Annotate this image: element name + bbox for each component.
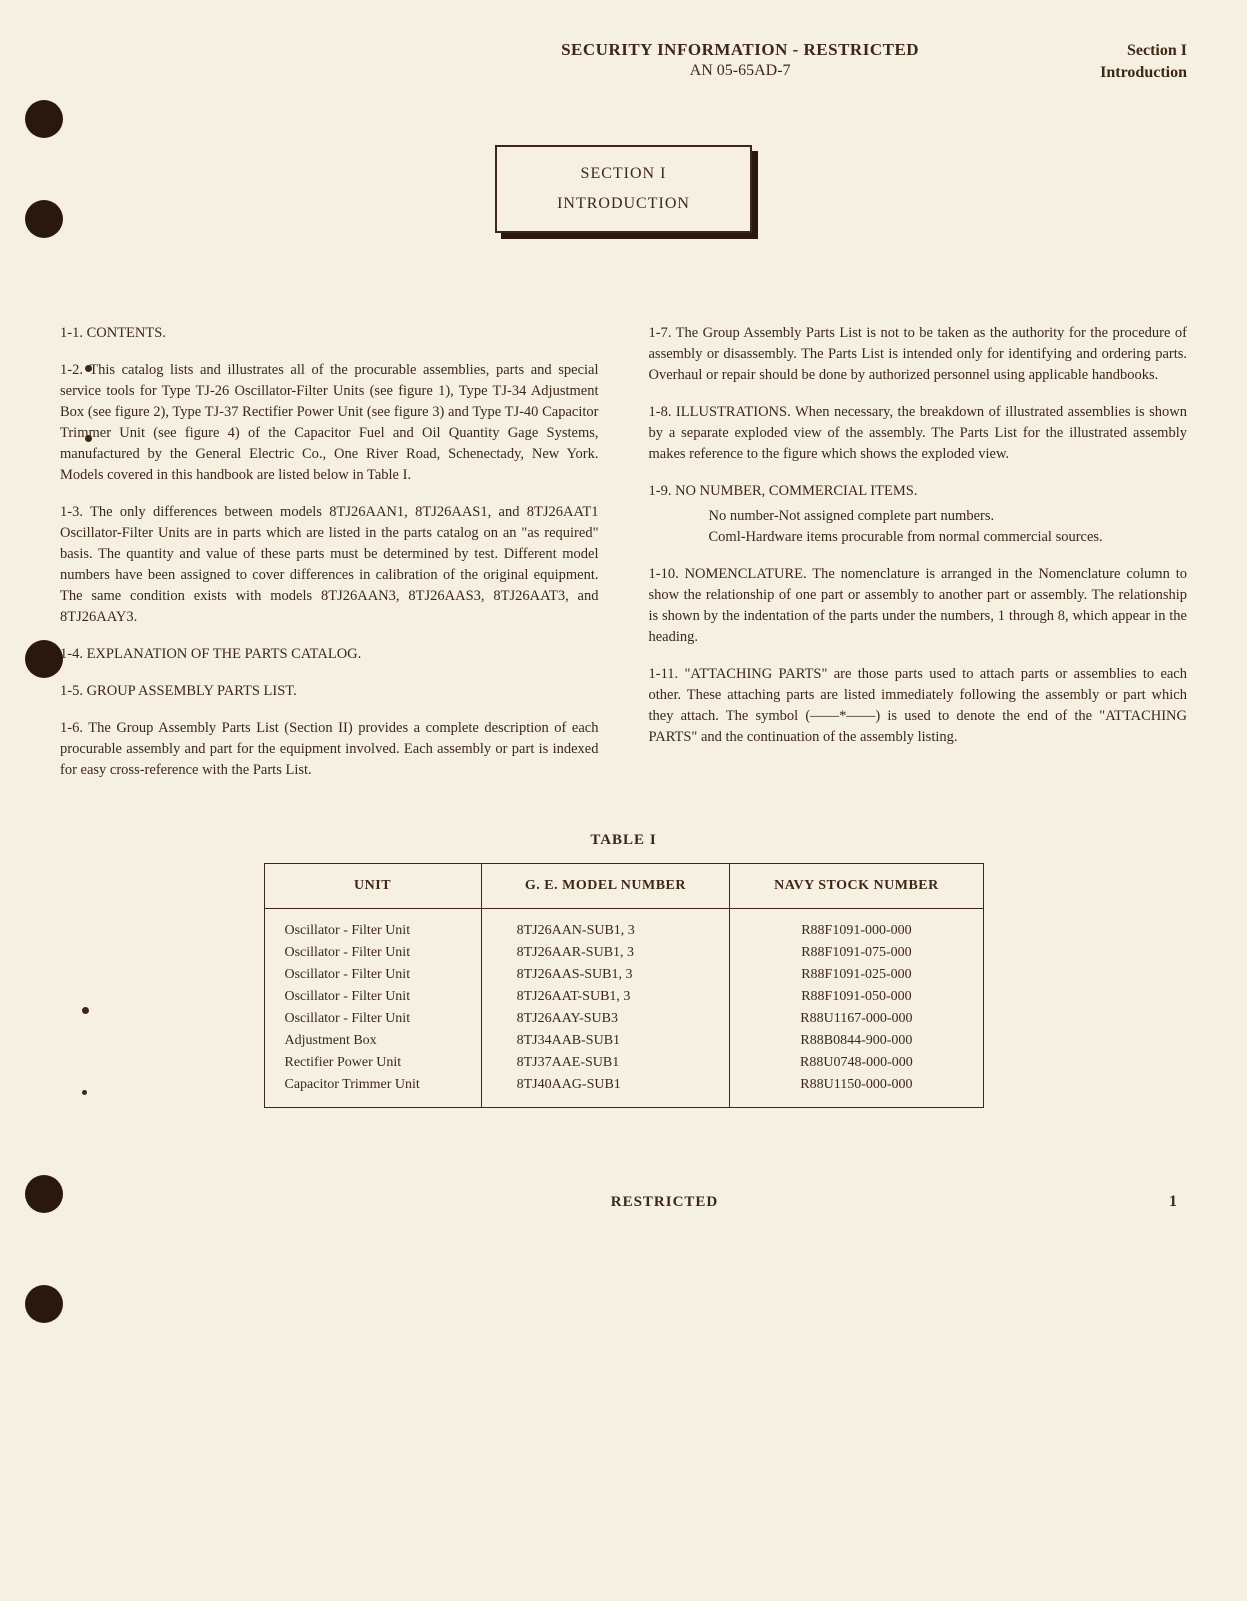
paragraph-1-6: 1-6. The Group Assembly Parts List (Sect… <box>60 718 599 781</box>
paragraph-1-4: 1-4. EXPLANATION OF THE PARTS CATALOG. <box>60 644 599 665</box>
dot-marker-icon <box>82 1007 89 1014</box>
table-cell: R88F1091-000-000 <box>730 909 983 943</box>
table-cell: Adjustment Box <box>264 1030 481 1052</box>
table-cell: Oscillator - Filter Unit <box>264 986 481 1008</box>
table-row: Oscillator - Filter Unit 8TJ26AAT-SUB1, … <box>264 986 983 1008</box>
left-column: 1-1. CONTENTS. 1-2. This catalog lists a… <box>60 323 599 797</box>
table-cell: Oscillator - Filter Unit <box>264 942 481 964</box>
table-cell: R88F1091-075-000 <box>730 942 983 964</box>
page-number: 1 <box>1169 1193 1177 1211</box>
document-header: SECURITY INFORMATION - RESTRICTED AN 05-… <box>60 40 1187 85</box>
right-column: 1-7. The Group Assembly Parts List is no… <box>649 323 1188 797</box>
table-cell: 8TJ26AAT-SUB1, 3 <box>481 986 730 1008</box>
document-footer: RESTRICTED 1 <box>60 1193 1187 1211</box>
table-cell: R88F1091-025-000 <box>730 964 983 986</box>
security-banner: SECURITY INFORMATION - RESTRICTED <box>380 40 1100 60</box>
section-name: Introduction <box>1100 62 1187 84</box>
paragraph-1-1: 1-1. CONTENTS. <box>60 323 599 344</box>
table-cell: Oscillator - Filter Unit <box>264 964 481 986</box>
footer-classification: RESTRICTED <box>160 1194 1169 1211</box>
table-cell: 8TJ37AAE-SUB1 <box>481 1052 730 1074</box>
table-cell: Rectifier Power Unit <box>264 1052 481 1074</box>
punch-hole-icon <box>25 640 63 678</box>
section-title-box: SECTION I INTRODUCTION <box>495 145 752 233</box>
paragraph-1-11: 1-11. "ATTACHING PARTS" are those parts … <box>649 664 1188 748</box>
dot-marker-icon <box>85 435 92 442</box>
table-cell: R88U0748-000-000 <box>730 1052 983 1074</box>
content-columns: 1-1. CONTENTS. 1-2. This catalog lists a… <box>60 323 1187 797</box>
table-row: Oscillator - Filter Unit 8TJ26AAS-SUB1, … <box>264 964 983 986</box>
table-cell: 8TJ26AAR-SUB1, 3 <box>481 942 730 964</box>
punch-hole-icon <box>25 1175 63 1213</box>
table-row: Adjustment Box 8TJ34AAB-SUB1 R88B0844-90… <box>264 1030 983 1052</box>
punch-hole-icon <box>25 1285 63 1323</box>
table-header-row: UNIT G. E. MODEL NUMBER NAVY STOCK NUMBE… <box>264 864 983 909</box>
section-box-subtitle: INTRODUCTION <box>557 195 690 213</box>
table-row: Rectifier Power Unit 8TJ37AAE-SUB1 R88U0… <box>264 1052 983 1074</box>
table-header-unit: UNIT <box>264 864 481 909</box>
paragraph-1-8: 1-8. ILLUSTRATIONS. When necessary, the … <box>649 402 1188 465</box>
paragraph-1-7: 1-7. The Group Assembly Parts List is no… <box>649 323 1188 386</box>
table-cell: 8TJ26AAN-SUB1, 3 <box>481 909 730 943</box>
paragraph-1-2: 1-2. This catalog lists and illustrates … <box>60 360 599 486</box>
table-row: Oscillator - Filter Unit 8TJ26AAN-SUB1, … <box>264 909 983 943</box>
table-row: Capacitor Trimmer Unit 8TJ40AAG-SUB1 R88… <box>264 1074 983 1108</box>
table-cell: R88B0844-900-000 <box>730 1030 983 1052</box>
table-cell: 8TJ34AAB-SUB1 <box>481 1030 730 1052</box>
section-label: Section I <box>1100 40 1187 62</box>
model-table: UNIT G. E. MODEL NUMBER NAVY STOCK NUMBE… <box>264 863 984 1108</box>
table-row: Oscillator - Filter Unit 8TJ26AAY-SUB3 R… <box>264 1008 983 1030</box>
paragraph-1-9-indent: No number-Not assigned complete part num… <box>709 506 1188 548</box>
table-cell: R88U1150-000-000 <box>730 1074 983 1108</box>
document-number: AN 05-65AD-7 <box>380 62 1100 80</box>
paragraph-1-9-line2: Coml-Hardware items procurable from norm… <box>709 527 1188 548</box>
table-cell: R88U1167-000-000 <box>730 1008 983 1030</box>
table-cell: Oscillator - Filter Unit <box>264 1008 481 1030</box>
table-cell: Oscillator - Filter Unit <box>264 909 481 943</box>
table-cell: 8TJ26AAY-SUB3 <box>481 1008 730 1030</box>
section-title-container: SECTION I INTRODUCTION <box>60 145 1187 233</box>
table-header-model: G. E. MODEL NUMBER <box>481 864 730 909</box>
dot-marker-icon <box>82 1090 87 1095</box>
paragraph-1-9-line1: No number-Not assigned complete part num… <box>709 506 1188 527</box>
punch-hole-icon <box>25 100 63 138</box>
paragraph-1-10: 1-10. NOMENCLATURE. The nomenclature is … <box>649 564 1188 648</box>
table-cell: R88F1091-050-000 <box>730 986 983 1008</box>
table-cell: Capacitor Trimmer Unit <box>264 1074 481 1108</box>
section-box-title: SECTION I <box>557 165 690 183</box>
table-row: Oscillator - Filter Unit 8TJ26AAR-SUB1, … <box>264 942 983 964</box>
paragraph-1-9: 1-9. NO NUMBER, COMMERCIAL ITEMS. <box>649 481 1188 502</box>
table-cell: 8TJ40AAG-SUB1 <box>481 1074 730 1108</box>
header-center: SECURITY INFORMATION - RESTRICTED AN 05-… <box>380 40 1100 80</box>
table-body: Oscillator - Filter Unit 8TJ26AAN-SUB1, … <box>264 909 983 1108</box>
punch-hole-icon <box>25 200 63 238</box>
paragraph-1-5: 1-5. GROUP ASSEMBLY PARTS LIST. <box>60 681 599 702</box>
dot-marker-icon <box>85 365 92 372</box>
header-section-label: Section I Introduction <box>1100 40 1187 85</box>
paragraph-1-3: 1-3. The only differences between models… <box>60 502 599 628</box>
table-header-navy: NAVY STOCK NUMBER <box>730 864 983 909</box>
table-cell: 8TJ26AAS-SUB1, 3 <box>481 964 730 986</box>
table-title: TABLE I <box>60 832 1187 849</box>
